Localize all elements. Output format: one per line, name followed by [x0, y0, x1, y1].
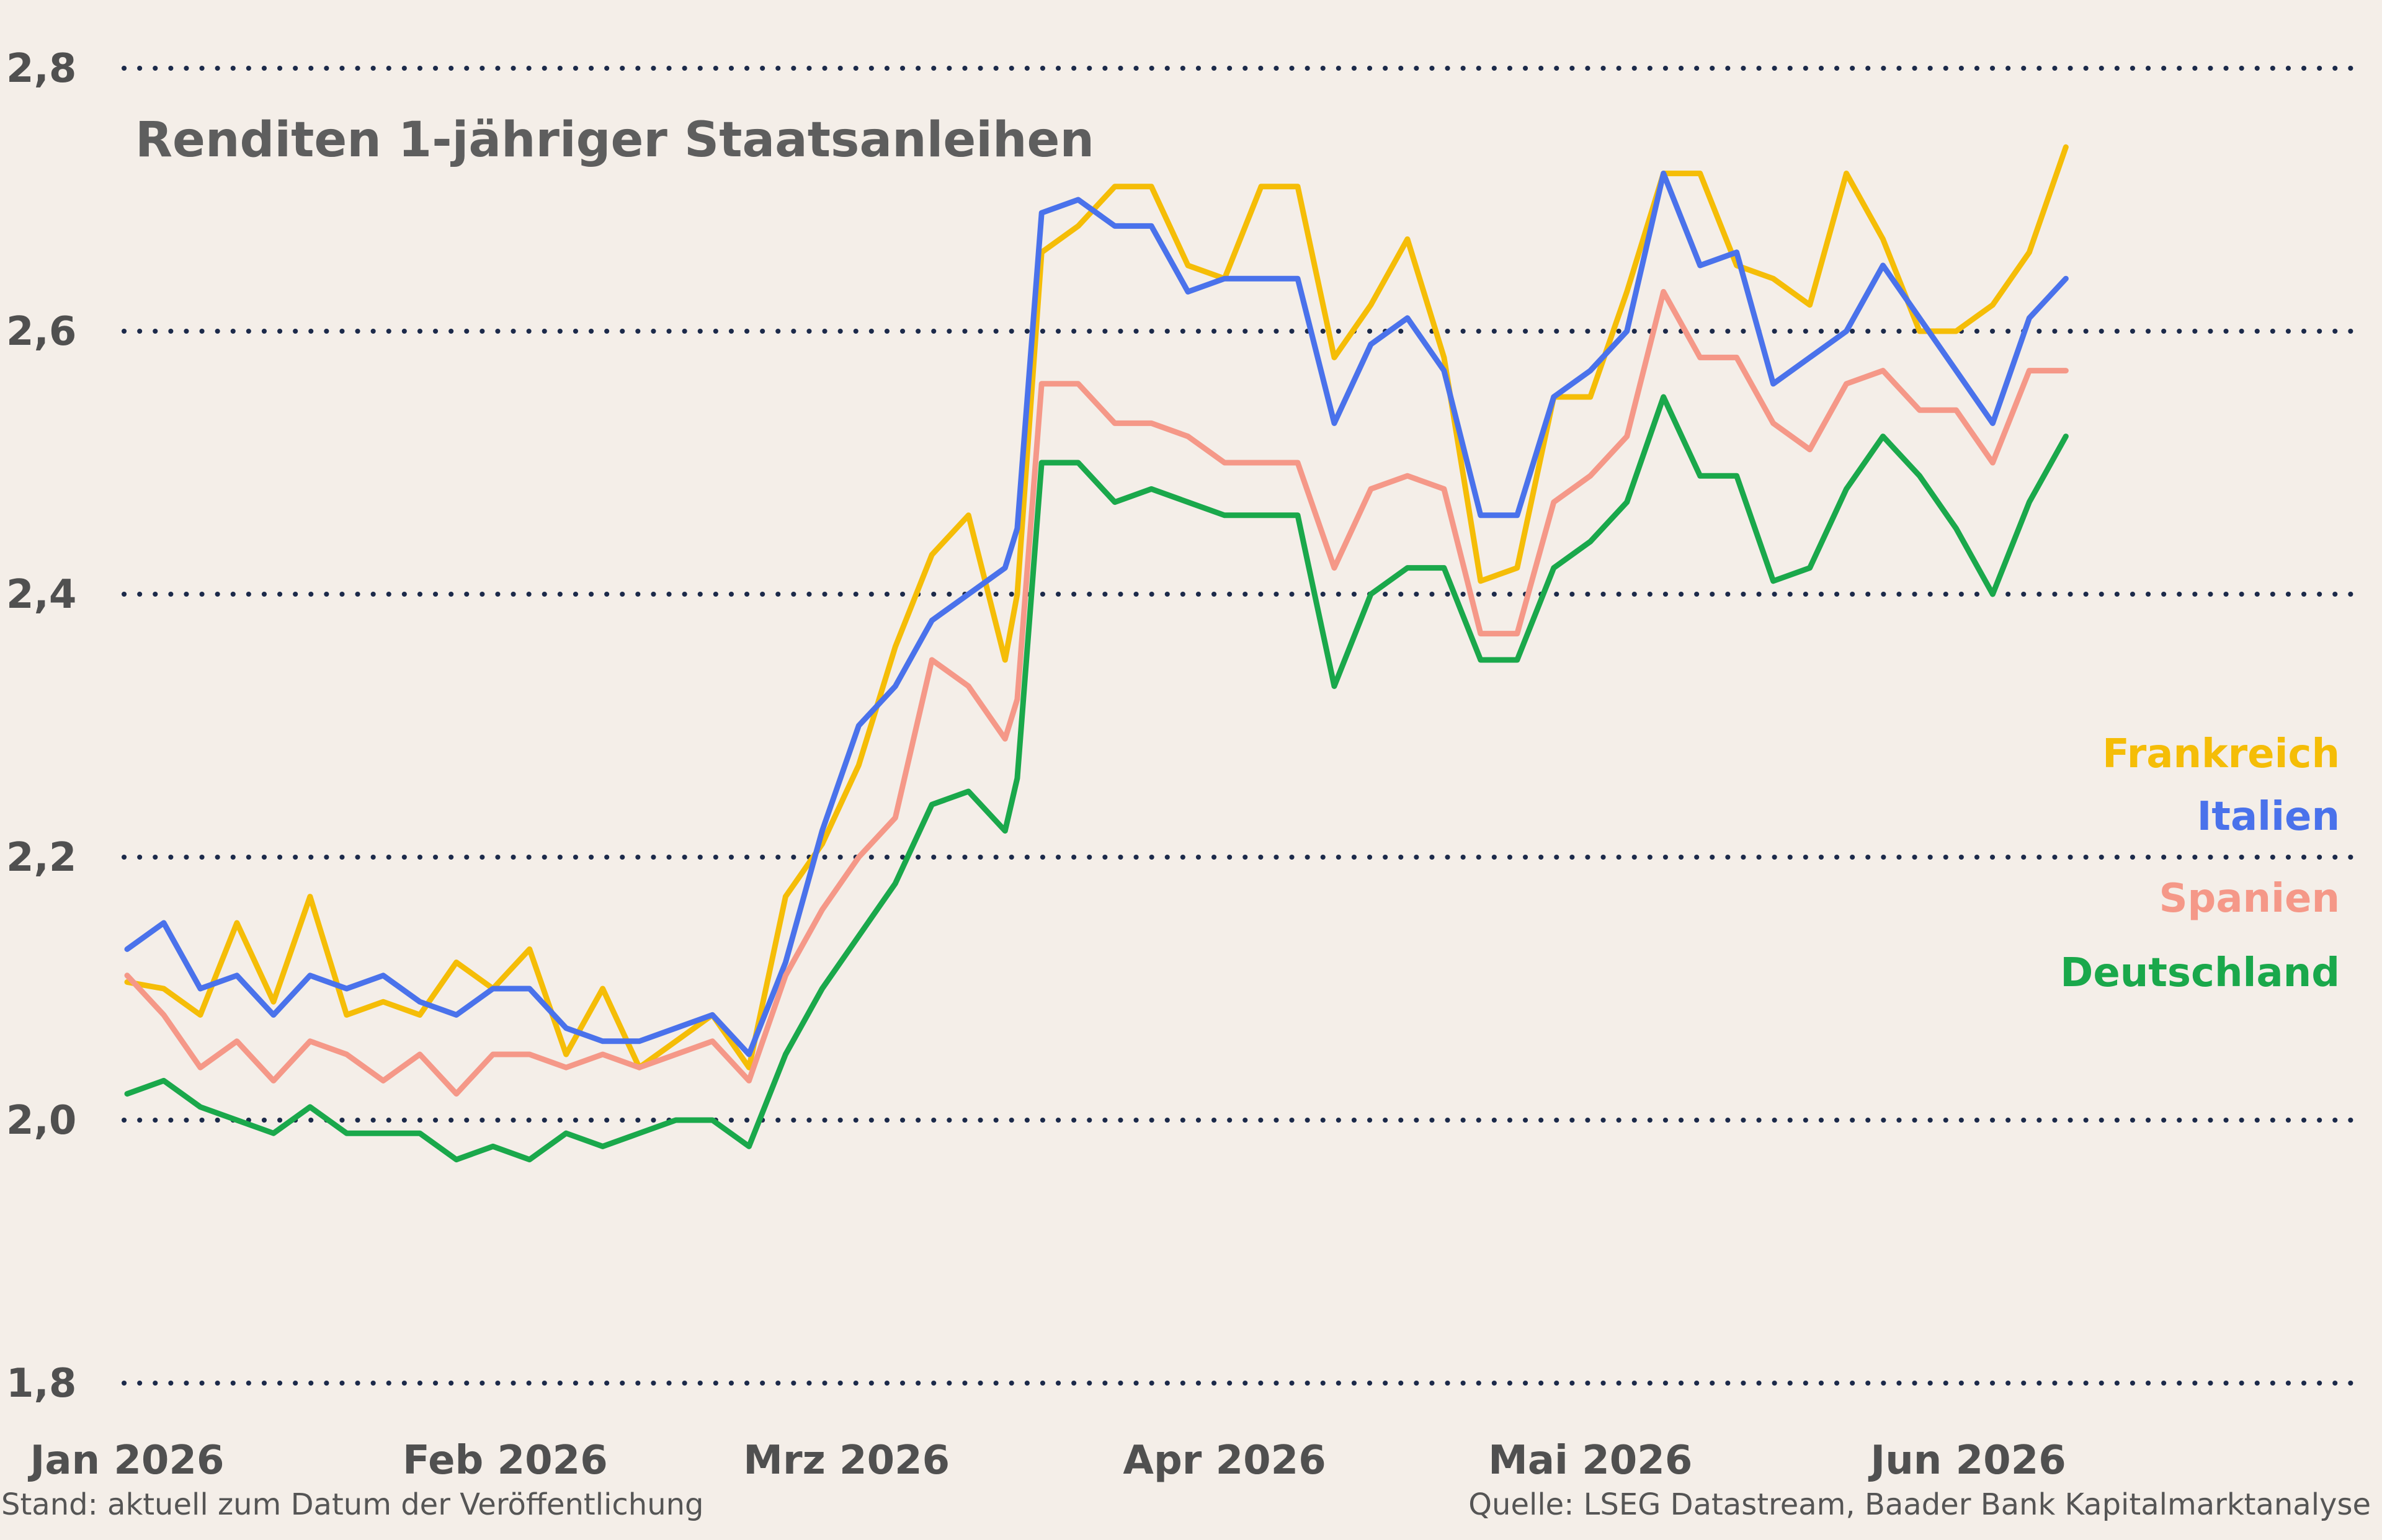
y-tick-label: 2,0: [6, 1098, 76, 1144]
legend-item-spanien: Spanien: [2159, 876, 2340, 922]
series-line-deutschland: [124, 394, 2069, 1163]
x-tick-label: Jun 2026: [1868, 1438, 2066, 1484]
source-note: Quelle: LSEG Datastream, Baader Bank Kap…: [1468, 1487, 2371, 1522]
x-tick-label: Mrz 2026: [743, 1438, 950, 1484]
series-line-spanien: [124, 288, 2069, 1097]
stand-note: Stand: aktuell zum Datum der Veröffentli…: [1, 1487, 704, 1522]
legend: Frankreich Italien Spanien Deutschland: [2060, 731, 2340, 996]
chart-title: Renditen 1-jähriger Staatsanleihen: [135, 112, 1094, 168]
y-tick-label: 2,6: [6, 309, 76, 355]
x-tick-label: Apr 2026: [1123, 1438, 1326, 1484]
x-tick-label: Mai 2026: [1488, 1438, 1692, 1484]
series-lines: [124, 144, 2069, 1163]
legend-item-deutschland: Deutschland: [2060, 950, 2340, 996]
x-tick-label: Feb 2026: [403, 1438, 608, 1484]
series-line-frankreich: [124, 144, 2069, 1070]
legend-item-italien: Italien: [2197, 794, 2340, 840]
legend-item-frankreich: Frankreich: [2102, 731, 2340, 777]
y-tick-label: 2,2: [6, 835, 76, 881]
series-line-italien: [124, 171, 2069, 1057]
x-tick-label: Jan 2026: [28, 1438, 225, 1484]
y-axis-tick-labels: 1,8 2,0 2,2 2,4 2,6 2,8: [6, 46, 76, 1407]
y-tick-label: 1,8: [6, 1361, 76, 1407]
y-tick-label: 2,8: [6, 46, 76, 92]
x-axis-tick-labels: Jan 2026 Feb 2026 Mrz 2026 Apr 2026 Mai 2026…: [28, 1438, 2066, 1484]
y-tick-label: 2,4: [6, 572, 76, 618]
